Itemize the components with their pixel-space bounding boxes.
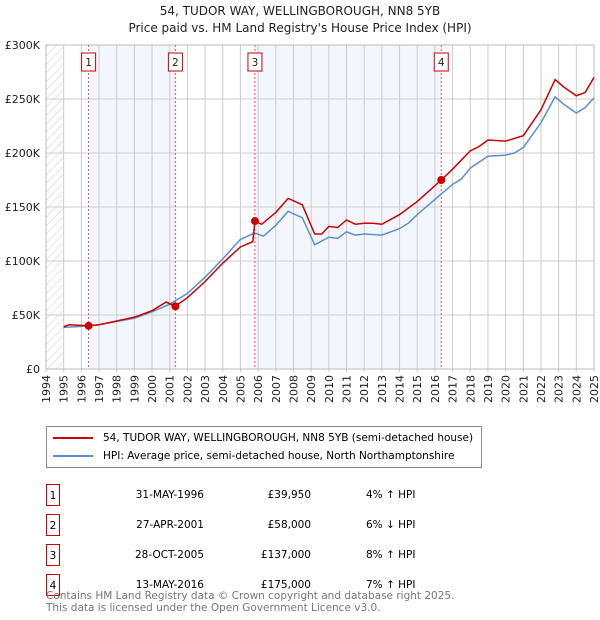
sale-hpi-diff: 7% ↑ HPI: [366, 579, 416, 591]
x-tick-label: 2002: [181, 375, 194, 403]
x-tick-label: 2021: [517, 375, 530, 403]
legend-label-price: 54, TUDOR WAY, WELLINGBOROUGH, NN8 5YB (…: [103, 432, 474, 444]
sale-date: 28-OCT-2005: [135, 549, 204, 561]
x-tick-label: 1997: [93, 375, 106, 403]
sale-marker-badge: [167, 52, 183, 72]
x-tick-label: 2006: [252, 375, 265, 403]
sale-marker-number: 3: [252, 57, 259, 69]
sale-point: [437, 176, 446, 184]
x-tick-label: 2024: [570, 375, 583, 403]
legend-swatch-price: [53, 437, 93, 439]
sale-date: 27-APR-2001: [136, 519, 204, 531]
x-tick-label: 2011: [341, 375, 354, 403]
x-tick-label: 2003: [199, 375, 212, 403]
x-tick-label: 2022: [535, 375, 548, 403]
legend: 54, TUDOR WAY, WELLINGBOROUGH, NN8 5YB (…: [46, 426, 482, 468]
y-tick-label: £150K: [5, 201, 41, 214]
x-tick-label: 2023: [553, 375, 566, 403]
x-tick-label: 2007: [270, 375, 283, 403]
x-tick-label: 2025: [588, 375, 600, 403]
footer-line-1: Contains HM Land Registry data © Crown c…: [46, 590, 455, 602]
x-tick-label: 1994: [40, 375, 53, 403]
sale-price: £175,000: [260, 579, 311, 591]
legend-swatch-hpi: [53, 455, 93, 457]
sale-date: 13-MAY-2016: [135, 579, 204, 591]
sale-hpi-diff: 8% ↑ HPI: [366, 549, 416, 561]
x-tick-label: 2016: [429, 375, 442, 403]
y-tick-label: £100K: [5, 255, 41, 268]
x-tick-label: 2018: [464, 375, 477, 403]
x-tick-label: 2008: [287, 375, 300, 403]
price-chart: 1994 1995 1996 1997 1998 1999 2000 2001 2002 2003…: [5, 39, 600, 403]
sale-marker-badge: [81, 52, 97, 72]
sale-marker-number: 1: [85, 57, 92, 69]
footer: Contains HM Land Registry data © Crown c…: [46, 590, 454, 614]
sale-marker-number: 4: [438, 57, 445, 69]
sale-marker-badge: [433, 52, 449, 72]
sale-date: 31-MAY-1996: [135, 489, 204, 501]
x-tick-label: 2001: [164, 375, 177, 403]
y-tick-label: £0: [26, 363, 40, 376]
x-tick-label: 2019: [482, 375, 495, 403]
chart-subtitle: Price paid vs. HM Land Registry's House …: [128, 21, 472, 35]
x-tick-label: 2004: [217, 375, 230, 403]
sale-row: 2 27-APR-2001 £58,000 6% ↓ HPI: [46, 514, 446, 536]
footer-line-2: This data is licensed under the Open Gov…: [46, 602, 381, 614]
x-tick-label: 2005: [234, 375, 247, 403]
sale-badge: 2: [46, 514, 60, 536]
plot-border: [45, 44, 595, 370]
x-tick-label: 2000: [146, 375, 159, 403]
x-tick-label: 1996: [75, 375, 88, 403]
x-tick-label: 2012: [358, 375, 371, 403]
x-tick-label: 2009: [305, 375, 318, 403]
sale-row: 3 28-OCT-2005 £137,000 8% ↑ HPI: [46, 544, 446, 566]
sale-hpi-diff: 6% ↓ HPI: [366, 519, 416, 531]
sale-point: [84, 321, 93, 330]
sale-badge: 3: [46, 544, 60, 566]
sale-price: £137,000: [260, 549, 311, 561]
price-line: [63, 77, 595, 328]
x-tick-label: 2015: [411, 375, 424, 403]
sale-point: [171, 302, 180, 311]
sale-badge: 4: [46, 574, 60, 596]
x-tick-label: 1995: [58, 375, 71, 403]
sale-marker-badge: [247, 52, 263, 72]
x-tick-label: 2010: [323, 375, 336, 403]
x-tick-label: 2017: [447, 375, 460, 403]
x-tick-label: 1998: [111, 375, 124, 403]
sale-row: 1 31-MAY-1996 £39,950 4% ↑ HPI: [46, 484, 446, 506]
sale-price: £58,000: [267, 519, 311, 531]
y-tick-label: £300K: [5, 39, 41, 52]
x-tick-label: 2014: [394, 375, 407, 403]
chart-title: 54, TUDOR WAY, WELLINGBOROUGH, NN8 5YB: [159, 4, 441, 18]
hpi-line: [63, 95, 595, 329]
x-tick-label: 1999: [128, 375, 141, 403]
y-tick-label: £50K: [12, 309, 41, 322]
sale-marker-number: 2: [172, 57, 179, 69]
sale-hpi-diff: 4% ↑ HPI: [366, 489, 416, 501]
sale-row: 4 13-MAY-2016 £175,000 7% ↑ HPI: [46, 574, 446, 596]
y-tick-label: £250K: [5, 93, 41, 106]
legend-label-hpi: HPI: Average price, semi-detached house,…: [103, 450, 455, 462]
sale-badge: 1: [46, 484, 60, 506]
sale-point: [250, 217, 259, 226]
y-tick-label: £200K: [5, 147, 41, 160]
x-tick-label: 2020: [500, 375, 513, 403]
x-tick-label: 2013: [376, 375, 389, 403]
sale-price: £39,950: [267, 489, 311, 501]
